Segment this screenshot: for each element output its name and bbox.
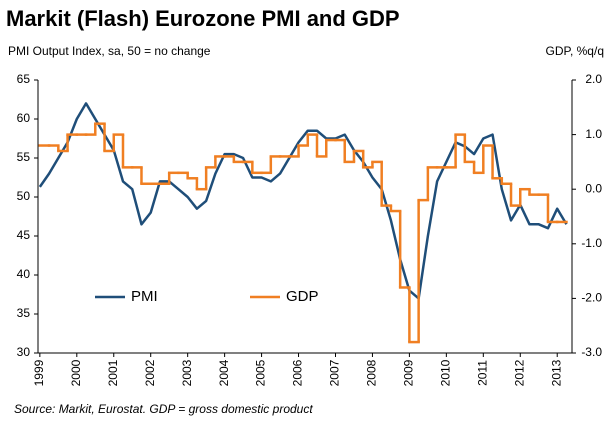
- x-tick-label: 2001: [106, 359, 120, 386]
- legend-label: GDP: [286, 288, 319, 305]
- x-tick-label: 1999: [32, 359, 46, 386]
- y2-tick-label: -2.0: [581, 291, 602, 305]
- y-tick-label: 35: [17, 306, 31, 320]
- y-tick-label: 30: [17, 345, 31, 359]
- legend-label: PMI: [131, 288, 158, 305]
- pmi-line: [38, 102, 568, 300]
- x-tick-label: 2013: [549, 359, 563, 386]
- y-tick-label: 65: [17, 72, 31, 86]
- x-tick-label: 2005: [254, 359, 268, 386]
- x-tick-label: 2012: [512, 359, 526, 386]
- x-tick-label: 2011: [475, 360, 489, 386]
- y2-tick-label: 0.0: [585, 181, 602, 195]
- y2-tick-label: 2.0: [585, 72, 602, 86]
- y2-axis-label: GDP, %q/q: [546, 44, 604, 58]
- x-tick-label: 2006: [291, 359, 305, 386]
- y-tick-label: 60: [17, 111, 31, 125]
- x-tick-label: 2003: [180, 359, 194, 386]
- x-tick-label: 2000: [69, 359, 83, 386]
- y-tick-label: 50: [17, 189, 31, 203]
- y2-tick-label: -3.0: [581, 345, 602, 359]
- y2-tick-label: 1.0: [585, 127, 602, 141]
- x-tick-label: 2010: [439, 359, 453, 386]
- y-tick-label: 45: [17, 228, 31, 242]
- y-tick-label: 55: [17, 150, 31, 164]
- x-tick-label: 2004: [217, 359, 231, 386]
- x-tick-label: 2008: [365, 359, 379, 386]
- chart-title: Markit (Flash) Eurozone PMI and GDP: [6, 6, 400, 31]
- x-tick-label: 2002: [143, 359, 157, 386]
- y2-tick-label: -1.0: [581, 236, 602, 250]
- x-tick-label: 2007: [328, 359, 342, 386]
- x-tick-label: 2009: [402, 359, 416, 386]
- y-tick-label: 40: [17, 267, 31, 281]
- source-note: Source: Markit, Eurostat. GDP = gross do…: [14, 402, 313, 416]
- y-axis-label: PMI Output Index, sa, 50 = no change: [8, 44, 211, 58]
